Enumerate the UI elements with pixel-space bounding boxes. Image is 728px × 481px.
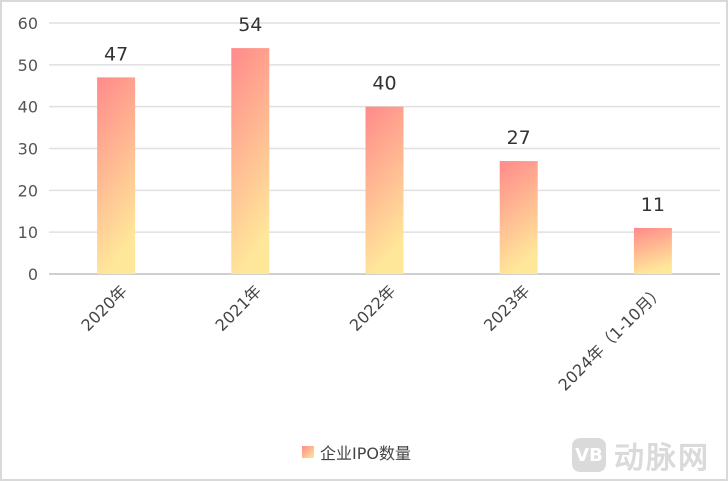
watermark: VB 动脉网 bbox=[572, 433, 710, 477]
data-label: 47 bbox=[104, 43, 128, 65]
y-tick-label: 50 bbox=[18, 56, 38, 75]
x-tick-label: 2020年 bbox=[77, 281, 131, 335]
x-tick-label: 2022年 bbox=[346, 281, 400, 335]
data-label: 11 bbox=[641, 194, 665, 216]
bar bbox=[633, 227, 672, 274]
legend-swatch bbox=[302, 446, 314, 458]
bar bbox=[97, 77, 136, 274]
watermark-logo: VB bbox=[572, 438, 606, 472]
y-tick-label: 10 bbox=[18, 223, 38, 242]
y-tick-label: 0 bbox=[28, 265, 38, 284]
bar bbox=[499, 161, 538, 274]
bar bbox=[231, 48, 270, 274]
y-tick-label: 40 bbox=[18, 98, 38, 117]
bar bbox=[365, 106, 404, 275]
y-tick-label: 60 bbox=[18, 14, 38, 33]
data-label: 54 bbox=[238, 14, 262, 36]
y-tick-label: 20 bbox=[18, 181, 38, 200]
legend[interactable]: 企业IPO数量 bbox=[302, 440, 411, 464]
x-tick-label: 2023年 bbox=[480, 281, 534, 335]
y-tick-label: 30 bbox=[18, 140, 38, 159]
data-label: 27 bbox=[507, 127, 531, 149]
x-tick-label: 2024年（1-10月） bbox=[555, 281, 668, 394]
x-tick-label: 2021年 bbox=[212, 281, 266, 335]
legend-label: 企业IPO数量 bbox=[320, 444, 411, 463]
watermark-text: 动脉网 bbox=[614, 441, 710, 476]
data-label: 40 bbox=[372, 73, 396, 95]
